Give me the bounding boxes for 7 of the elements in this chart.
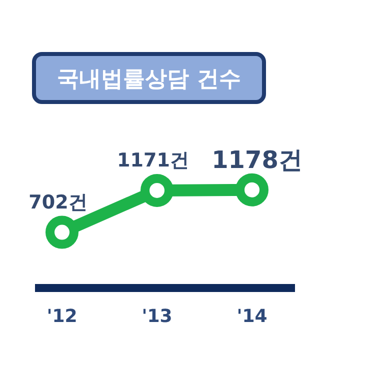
- chart-title: 국내법률상담 건수: [57, 67, 241, 92]
- data-label: 702건: [28, 191, 88, 214]
- x-tick-label: '13: [142, 306, 172, 327]
- data-label: 1178건: [212, 146, 302, 174]
- x-tick-label: '14: [236, 306, 268, 327]
- x-tick-label: '12: [46, 306, 78, 327]
- data-label: 1171건: [117, 149, 189, 172]
